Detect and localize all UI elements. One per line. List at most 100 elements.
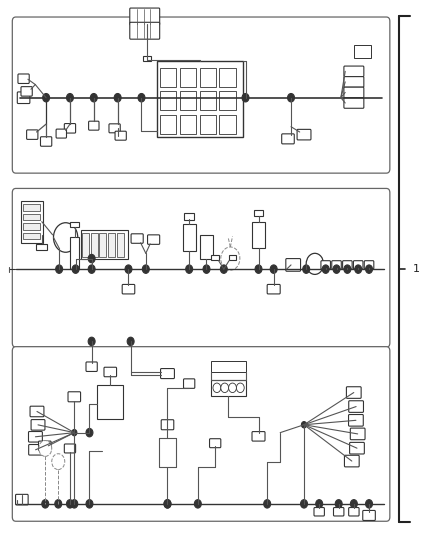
Circle shape [71,499,78,508]
FancyBboxPatch shape [251,432,265,441]
Circle shape [185,265,192,273]
FancyBboxPatch shape [348,507,358,516]
FancyBboxPatch shape [297,130,310,140]
Circle shape [39,441,52,456]
FancyBboxPatch shape [31,419,45,430]
FancyBboxPatch shape [281,134,293,144]
Circle shape [332,265,339,273]
FancyBboxPatch shape [342,261,351,269]
Bar [182,224,195,251]
Bar [353,45,371,58]
Bar [210,361,245,372]
Bar [199,68,215,87]
Bar [91,233,98,257]
Bar [179,68,196,87]
FancyBboxPatch shape [122,285,134,294]
Circle shape [220,383,228,393]
Circle shape [71,430,77,436]
Bar [159,68,176,87]
Bar [200,235,212,259]
FancyBboxPatch shape [39,441,51,450]
FancyBboxPatch shape [348,415,363,426]
Circle shape [300,499,307,508]
FancyBboxPatch shape [209,439,220,448]
FancyBboxPatch shape [344,455,358,467]
Circle shape [138,93,145,102]
FancyBboxPatch shape [18,74,29,84]
FancyBboxPatch shape [68,392,81,402]
FancyBboxPatch shape [348,401,363,413]
Circle shape [335,499,341,508]
Bar [142,55,150,61]
Bar [156,61,243,138]
FancyBboxPatch shape [320,261,330,269]
FancyBboxPatch shape [109,124,120,133]
Circle shape [343,265,350,273]
Bar [199,115,215,134]
Circle shape [270,265,276,273]
FancyBboxPatch shape [161,419,173,430]
Circle shape [42,93,49,102]
Circle shape [127,337,134,345]
Circle shape [66,93,73,102]
Bar [97,385,123,419]
FancyBboxPatch shape [88,121,99,130]
FancyBboxPatch shape [28,445,42,455]
FancyBboxPatch shape [12,189,389,347]
Bar [159,91,176,110]
Bar [117,233,124,257]
FancyBboxPatch shape [362,511,374,520]
Bar [219,115,236,134]
FancyBboxPatch shape [104,367,117,377]
FancyBboxPatch shape [12,17,389,173]
FancyBboxPatch shape [12,346,389,521]
Bar [199,91,215,110]
Bar [81,230,128,259]
FancyBboxPatch shape [27,130,38,140]
Circle shape [263,499,270,508]
Bar [159,115,176,134]
FancyBboxPatch shape [364,261,373,269]
Circle shape [321,265,328,273]
Circle shape [72,265,79,273]
FancyBboxPatch shape [285,259,300,271]
Bar [70,238,79,269]
FancyBboxPatch shape [17,92,30,103]
FancyBboxPatch shape [28,432,42,442]
Bar [219,68,236,87]
Bar [219,91,236,110]
FancyBboxPatch shape [160,368,174,378]
Bar [99,233,106,257]
FancyBboxPatch shape [267,285,279,294]
Bar [179,115,196,134]
Bar [184,213,194,220]
FancyBboxPatch shape [147,235,159,244]
FancyBboxPatch shape [86,362,97,372]
FancyBboxPatch shape [343,77,363,87]
Bar [23,204,40,211]
FancyBboxPatch shape [346,387,360,398]
Bar [23,223,40,230]
Circle shape [365,265,372,273]
Circle shape [90,93,97,102]
Circle shape [241,93,248,102]
Bar [251,222,265,248]
Bar [211,255,219,260]
Circle shape [228,383,236,393]
Circle shape [350,499,357,508]
FancyBboxPatch shape [40,137,52,146]
Circle shape [86,429,93,437]
Bar [228,255,236,260]
FancyBboxPatch shape [131,234,143,243]
Bar [210,380,245,395]
FancyBboxPatch shape [64,124,75,133]
FancyBboxPatch shape [183,379,194,389]
FancyBboxPatch shape [313,507,324,516]
Circle shape [194,499,201,508]
Circle shape [164,499,170,508]
Circle shape [220,265,227,273]
Circle shape [302,265,309,273]
Bar [108,233,115,257]
Bar [253,210,263,216]
Circle shape [55,499,62,508]
